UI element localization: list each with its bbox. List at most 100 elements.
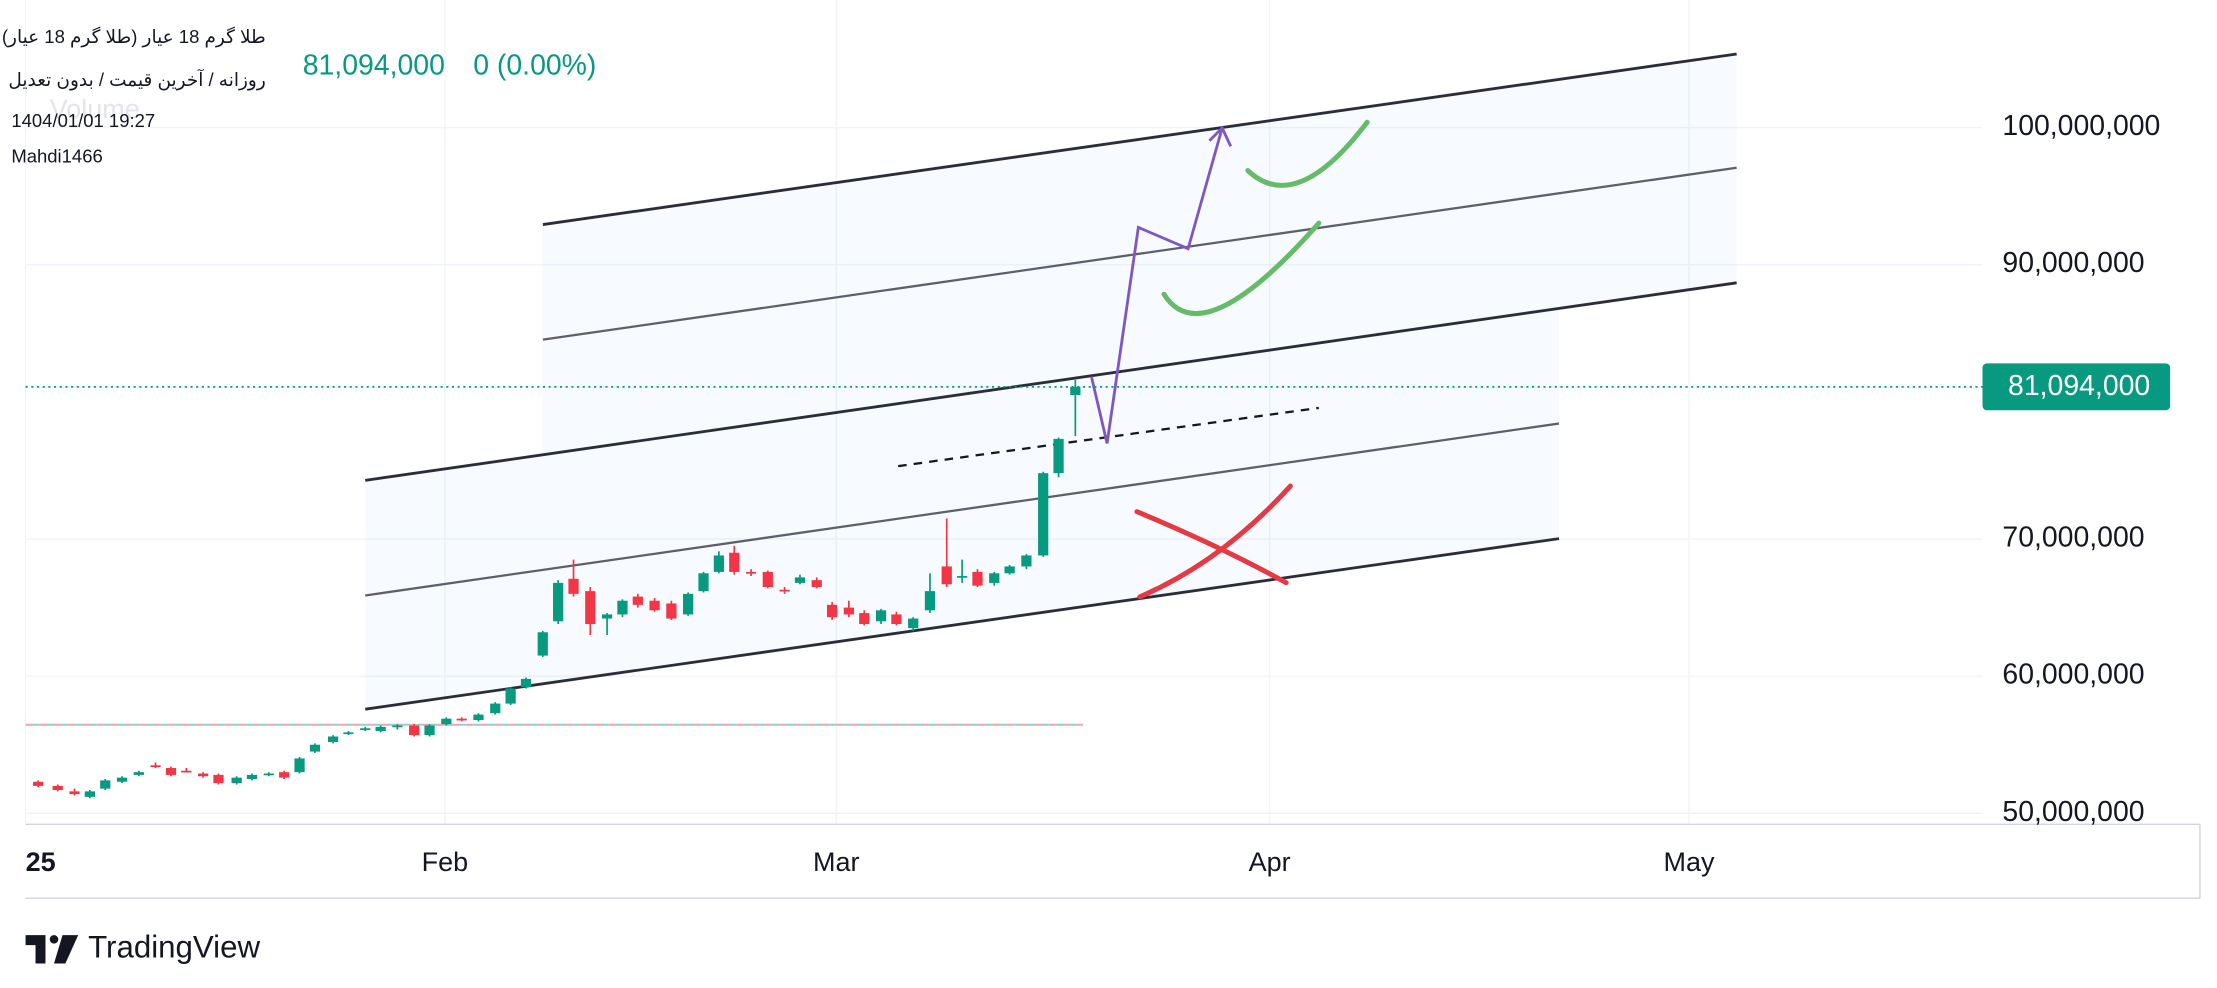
candle-body <box>1070 386 1081 395</box>
price-tag <box>1982 363 2171 411</box>
x-tick-label: 25 <box>26 847 56 877</box>
candle-body <box>360 728 371 730</box>
candle-body <box>666 603 677 619</box>
y-tick-label: 70,000,000 <box>2002 522 2144 554</box>
candle-body <box>375 726 386 732</box>
candle-body <box>537 632 548 656</box>
channel-line <box>365 422 1560 597</box>
candle-body <box>924 591 936 611</box>
candle-body <box>683 593 694 615</box>
red-cross <box>1137 483 1293 600</box>
candle-body <box>585 591 596 625</box>
x-tick-label: Apr <box>1249 847 1291 877</box>
timestamp: 1404/01/01 19:27 <box>11 110 155 131</box>
header-change: 0 (0.00%) <box>473 49 596 81</box>
candle-body <box>409 725 420 736</box>
candle-body <box>762 571 773 588</box>
candle-body <box>100 780 111 789</box>
drawings <box>25 52 1737 726</box>
candle-body <box>490 703 501 714</box>
candle-body <box>197 773 209 777</box>
candle-body <box>568 578 579 594</box>
candle-body <box>52 785 63 790</box>
candle-body <box>826 604 838 618</box>
candle-body <box>231 777 242 784</box>
title: طلا گرم 18 عیار (طلا گرم 18 عیار) <box>2 26 266 48</box>
candle-body <box>181 770 192 773</box>
candle-body <box>473 714 484 721</box>
candle-body <box>811 580 822 588</box>
channel-line <box>365 537 1560 711</box>
channel-line <box>542 52 1737 226</box>
candle-body <box>859 613 870 625</box>
green-curve <box>1161 220 1322 316</box>
x-tick-label: Feb <box>422 847 469 877</box>
candle-body <box>553 582 564 622</box>
candle-body <box>649 600 660 611</box>
price-tag-label: 81,094,000 <box>2008 370 2150 402</box>
path-arrow <box>1090 127 1224 444</box>
candles <box>33 379 1081 799</box>
candle-body <box>729 552 740 572</box>
candle-body <box>632 596 643 605</box>
author: Mahdi1466 <box>11 146 102 167</box>
ghost-text: Volume <box>50 94 140 124</box>
candle-body <box>165 768 177 775</box>
candle-body <box>1053 438 1064 474</box>
candle-body <box>875 610 887 622</box>
candle-body <box>989 573 1000 583</box>
candle-body <box>601 614 613 619</box>
candle-body <box>441 718 452 725</box>
subtitle: روزانه / آخرین قیمت / بدون تعدیل <box>8 68 265 91</box>
x-tick-label: May <box>1663 847 1715 877</box>
candle-body <box>617 600 628 615</box>
candle-body <box>84 791 95 797</box>
logo <box>25 935 79 964</box>
y-tick-label: 60,000,000 <box>2002 659 2144 691</box>
grid <box>24 0 1983 825</box>
candle-body <box>33 781 44 786</box>
candle-body <box>279 772 290 778</box>
dashed-line <box>898 406 1319 468</box>
y-tick-label: 50,000,000 <box>2002 796 2144 828</box>
candle-body <box>133 772 144 775</box>
candle-body <box>713 555 725 572</box>
brand: TradingView <box>88 930 260 965</box>
red-cross <box>1134 509 1289 586</box>
candle-body <box>698 573 709 592</box>
candle-body <box>246 774 258 780</box>
axes: 50,000,000 60,000,000 70,000,000 90,000,000… <box>26 110 2171 877</box>
candle-body <box>424 725 435 736</box>
candle-body <box>263 773 274 776</box>
candle-body <box>794 577 806 583</box>
candle-body <box>213 774 224 784</box>
candle-body <box>456 718 467 721</box>
candle-body <box>956 576 968 578</box>
candle-body <box>972 571 983 586</box>
candle-body <box>941 566 952 585</box>
candle-body <box>520 678 532 688</box>
candle-body <box>294 758 305 773</box>
candle-body <box>843 607 855 615</box>
candle-body <box>327 736 339 742</box>
y-tick-label: 90,000,000 <box>2002 247 2144 279</box>
arrow-head <box>1208 125 1233 147</box>
candle-body <box>343 732 354 735</box>
candle-body <box>150 765 161 768</box>
candle-body <box>505 688 516 704</box>
candle-body <box>891 614 902 625</box>
candle-body <box>1004 566 1015 574</box>
candle-body <box>69 791 80 795</box>
candle-body <box>1021 555 1032 567</box>
candle-body <box>309 744 321 752</box>
candle-body <box>779 589 790 592</box>
candle-body <box>745 571 757 574</box>
channel-line <box>542 166 1737 341</box>
header-price: 81,094,000 <box>303 49 445 81</box>
candle-body <box>392 725 403 728</box>
green-curve <box>1245 119 1370 188</box>
candle-body <box>1038 473 1049 556</box>
x-tick-label: Mar <box>813 847 860 877</box>
